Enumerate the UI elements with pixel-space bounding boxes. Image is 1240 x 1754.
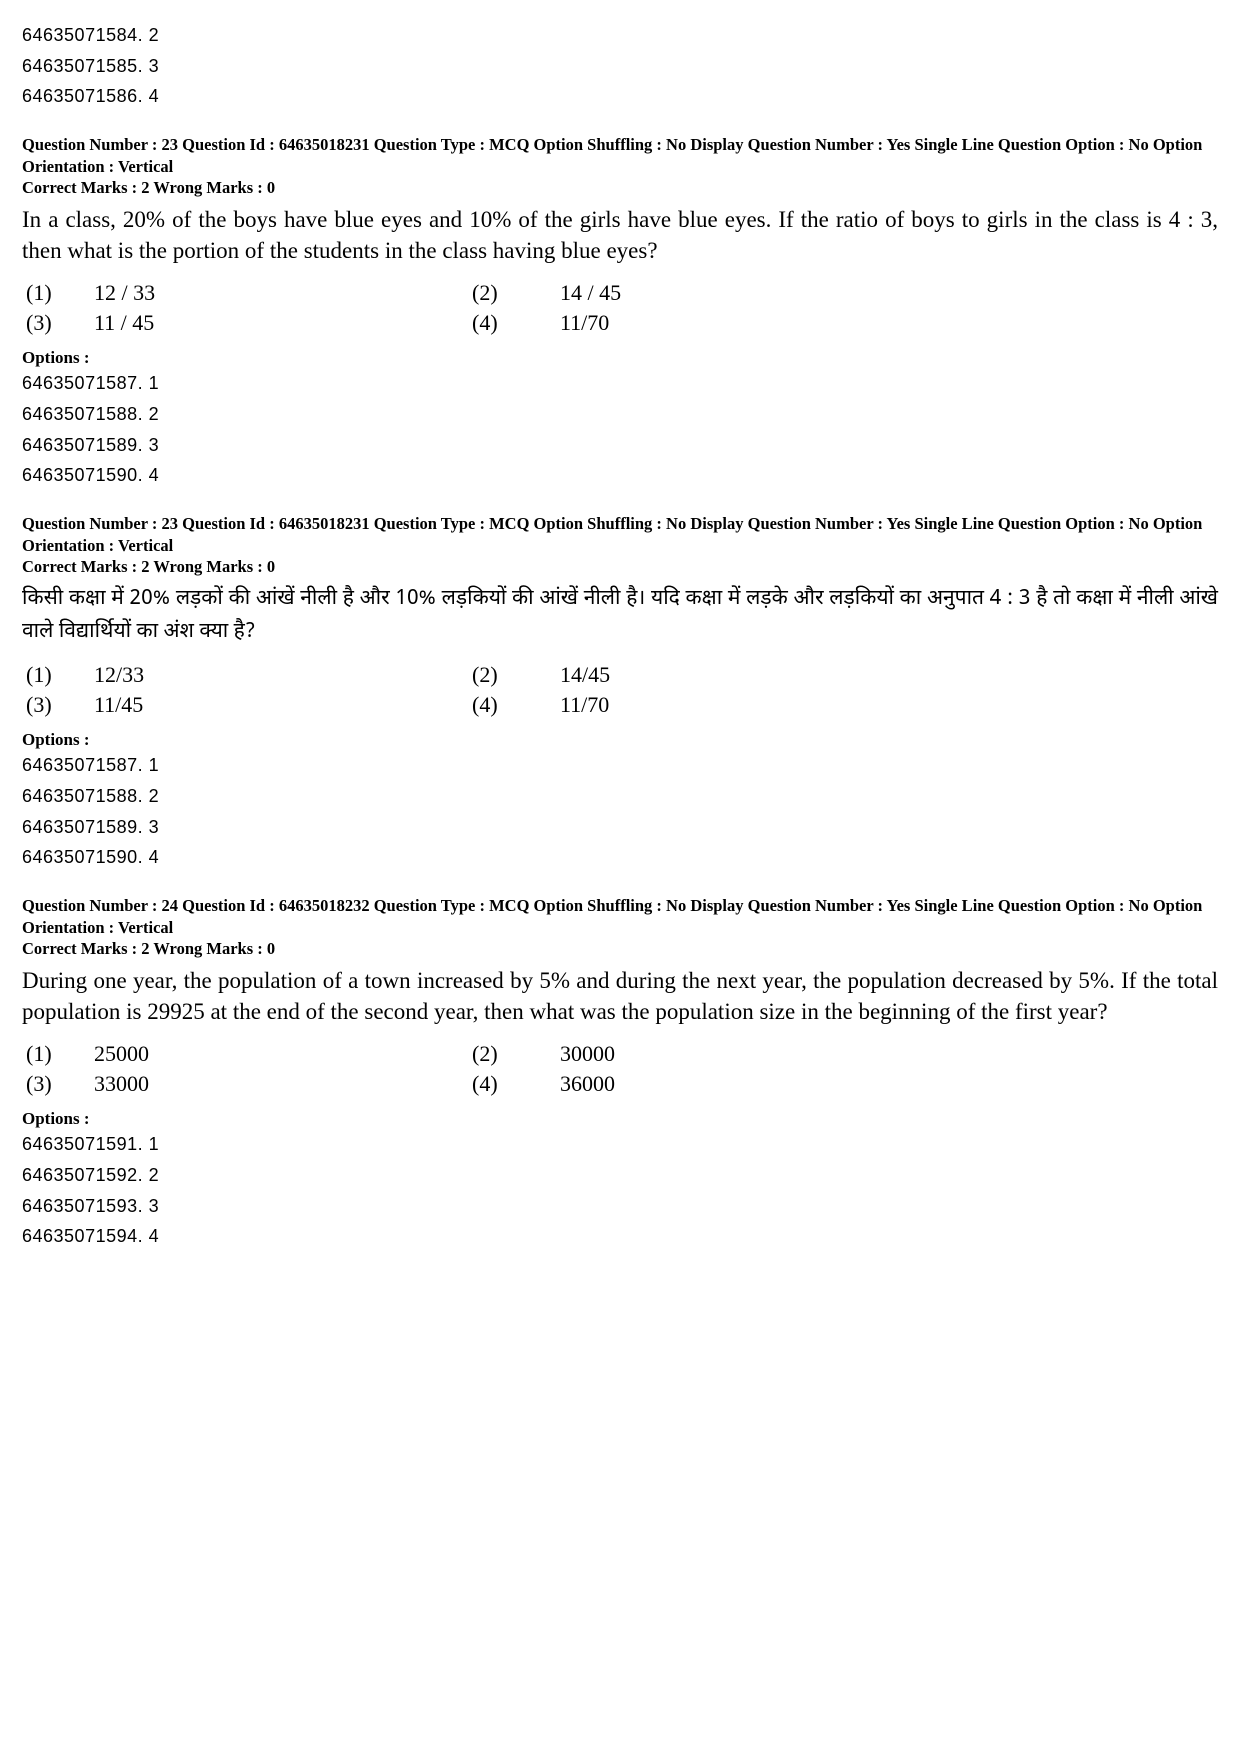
option-id: 64635071594. 4	[22, 1221, 1218, 1252]
answer-grid: (1) 12/33 (2) 14/45 (3) 11/45 (4) 11/70	[26, 662, 1218, 718]
answer-value: 30000	[560, 1041, 860, 1067]
options-block: 64635071591. 1 64635071592. 2 6463507159…	[22, 1129, 1218, 1251]
answer-value: 11/45	[94, 692, 444, 718]
options-block: 64635071587. 1 64635071588. 2 6463507158…	[22, 750, 1218, 872]
answer-value: 14/45	[560, 662, 860, 688]
answer-num: (2)	[472, 1041, 532, 1067]
answer-value: 11 / 45	[94, 310, 444, 336]
answer-num: (4)	[472, 1071, 532, 1097]
options-label: Options :	[22, 1109, 1218, 1129]
answer-num: (2)	[472, 280, 532, 306]
options-label: Options :	[22, 730, 1218, 750]
answer-num: (3)	[26, 1071, 66, 1097]
option-id: 64635071586. 4	[22, 81, 1218, 112]
options-label: Options :	[22, 348, 1218, 368]
option-id: 64635071591. 1	[22, 1129, 1218, 1160]
option-id: 64635071592. 2	[22, 1160, 1218, 1191]
question-text-hindi: किसी कक्षा में 20% लड़कों की आंखें नीली …	[22, 583, 1218, 648]
answer-value: 11/70	[560, 692, 860, 718]
option-id: 64635071590. 4	[22, 842, 1218, 873]
answer-grid: (1) 12 / 33 (2) 14 / 45 (3) 11 / 45 (4) …	[26, 280, 1218, 336]
answer-num: (3)	[26, 310, 66, 336]
option-id: 64635071593. 3	[22, 1191, 1218, 1222]
answer-value: 33000	[94, 1071, 444, 1097]
answer-num: (1)	[26, 1041, 66, 1067]
question-marks: Correct Marks : 2 Wrong Marks : 0	[22, 939, 1218, 959]
answer-num: (1)	[26, 662, 66, 688]
answer-value: 14 / 45	[560, 280, 860, 306]
answer-grid: (1) 25000 (2) 30000 (3) 33000 (4) 36000	[26, 1041, 1218, 1097]
question-meta: Question Number : 23 Question Id : 64635…	[22, 513, 1218, 558]
option-id: 64635071587. 1	[22, 750, 1218, 781]
answer-value: 12/33	[94, 662, 444, 688]
option-id: 64635071589. 3	[22, 812, 1218, 843]
option-id: 64635071585. 3	[22, 51, 1218, 82]
option-id: 64635071590. 4	[22, 460, 1218, 491]
question-meta: Question Number : 23 Question Id : 64635…	[22, 134, 1218, 179]
option-id: 64635071588. 2	[22, 399, 1218, 430]
prev-options-block: 64635071584. 2 64635071585. 3 6463507158…	[22, 20, 1218, 112]
answer-num: (2)	[472, 662, 532, 688]
answer-value: 11/70	[560, 310, 860, 336]
question-marks: Correct Marks : 2 Wrong Marks : 0	[22, 557, 1218, 577]
question-text: During one year, the population of a tow…	[22, 965, 1218, 1027]
option-id: 64635071588. 2	[22, 781, 1218, 812]
option-id: 64635071589. 3	[22, 430, 1218, 461]
answer-num: (3)	[26, 692, 66, 718]
option-id: 64635071584. 2	[22, 20, 1218, 51]
options-block: 64635071587. 1 64635071588. 2 6463507158…	[22, 368, 1218, 490]
question-meta: Question Number : 24 Question Id : 64635…	[22, 895, 1218, 940]
answer-num: (4)	[472, 692, 532, 718]
answer-value: 12 / 33	[94, 280, 444, 306]
answer-value: 36000	[560, 1071, 860, 1097]
option-id: 64635071587. 1	[22, 368, 1218, 399]
question-marks: Correct Marks : 2 Wrong Marks : 0	[22, 178, 1218, 198]
answer-num: (1)	[26, 280, 66, 306]
question-text: In a class, 20% of the boys have blue ey…	[22, 204, 1218, 266]
answer-num: (4)	[472, 310, 532, 336]
answer-value: 25000	[94, 1041, 444, 1067]
